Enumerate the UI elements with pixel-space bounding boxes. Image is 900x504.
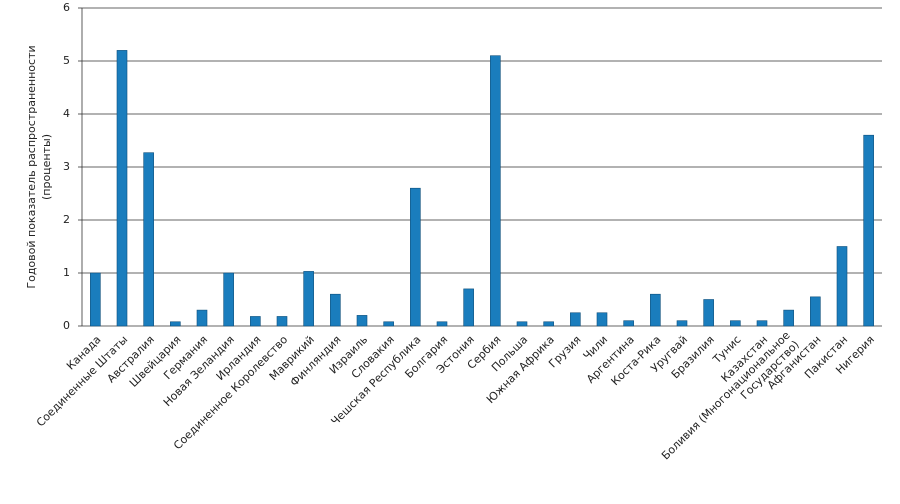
- bar: [330, 293, 341, 327]
- bar: [596, 312, 608, 327]
- y-tick-label: 2: [63, 213, 70, 226]
- bar: [676, 320, 688, 327]
- bar: [250, 316, 261, 327]
- bar: [303, 271, 314, 327]
- bar: [623, 320, 634, 327]
- bar: [570, 312, 581, 327]
- y-axis-title-line: (проценты): [40, 134, 53, 200]
- bar: [383, 321, 394, 327]
- bar: [703, 299, 714, 327]
- bar: [490, 55, 501, 327]
- y-tick-label: 3: [63, 160, 70, 173]
- bar: [143, 152, 154, 327]
- bar: [756, 320, 768, 327]
- bar: [170, 321, 181, 327]
- y-axis-title-line: Годовой показатель распространенности: [25, 45, 38, 288]
- y-tick-label: 6: [63, 1, 70, 14]
- bar: [463, 288, 474, 327]
- y-tick-label: 5: [63, 54, 70, 67]
- bar: [116, 50, 128, 327]
- bar: [356, 315, 368, 327]
- bar: [783, 309, 794, 327]
- bar: [223, 272, 234, 327]
- bar: [543, 321, 554, 327]
- bar: [410, 187, 421, 327]
- bar: [90, 272, 101, 327]
- y-axis-title: Годовой показатель распространенности (п…: [25, 45, 53, 288]
- bar: [196, 309, 208, 327]
- bar: [810, 296, 821, 327]
- bar: [516, 321, 528, 327]
- bar: [836, 246, 848, 327]
- bar: [863, 134, 874, 327]
- bar: [650, 293, 661, 327]
- bar: [276, 316, 288, 327]
- bar: [436, 321, 448, 327]
- y-tick-label: 1: [63, 266, 70, 279]
- y-tick-label: 0: [63, 319, 70, 332]
- bar: [730, 320, 741, 327]
- y-tick-label: 4: [63, 107, 70, 120]
